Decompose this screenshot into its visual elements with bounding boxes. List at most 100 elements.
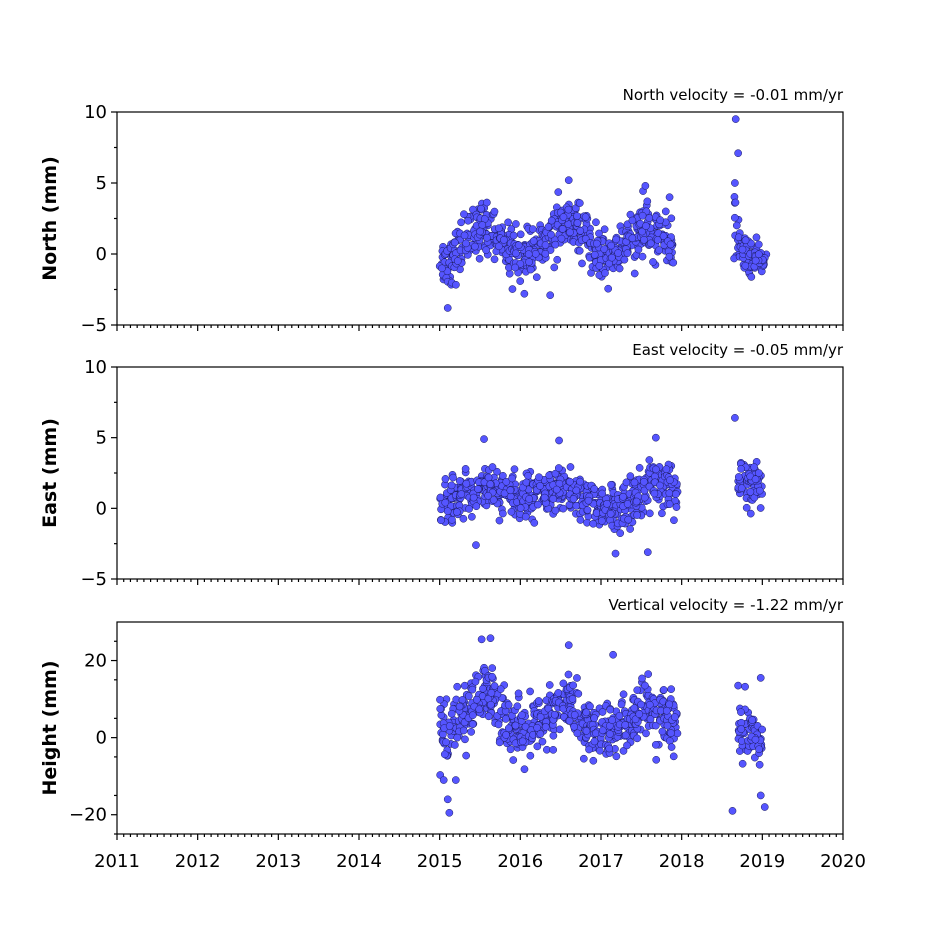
north-point — [623, 249, 632, 258]
height-point — [459, 726, 468, 735]
height-point — [526, 687, 534, 696]
north-point — [665, 252, 674, 261]
east-point — [480, 435, 488, 443]
east-point — [472, 541, 480, 549]
height-point — [458, 696, 467, 704]
north-point — [640, 235, 648, 244]
height-point — [549, 731, 558, 740]
height-point — [598, 726, 607, 735]
north-point — [608, 253, 616, 262]
north-point — [666, 240, 675, 249]
east-point — [554, 464, 563, 472]
height-point — [559, 679, 568, 688]
north-point — [576, 226, 585, 235]
east-point — [589, 519, 598, 528]
height-point — [472, 695, 481, 704]
north-point — [453, 257, 462, 265]
height-point — [518, 737, 527, 746]
east-point — [489, 496, 498, 504]
height-point — [637, 700, 645, 709]
east-point — [453, 508, 461, 516]
north-point — [595, 229, 603, 238]
height-point — [521, 722, 530, 731]
east-point — [448, 515, 456, 524]
north-point — [592, 239, 601, 248]
east-point — [455, 477, 464, 485]
height-point — [633, 686, 642, 694]
east-point — [652, 465, 660, 474]
height-point — [436, 705, 445, 713]
north-point — [483, 233, 491, 242]
north-point — [604, 284, 613, 293]
x-tick-label: 2013 — [255, 851, 301, 872]
north-point — [600, 245, 609, 253]
height-point — [451, 776, 460, 784]
x-tick-label: 2016 — [497, 851, 543, 872]
east-point — [746, 509, 755, 518]
height-point — [487, 689, 496, 697]
east-point — [626, 525, 634, 533]
north-point — [495, 242, 503, 251]
north-point — [659, 232, 668, 240]
height-point — [667, 685, 676, 694]
north-y-tick-label: −5 — [80, 315, 107, 336]
north-point — [649, 258, 657, 266]
north-point — [475, 254, 484, 263]
north-point — [546, 291, 555, 300]
height-point — [617, 700, 626, 709]
east-point — [576, 516, 585, 524]
height-point — [737, 708, 745, 716]
height-point — [608, 716, 617, 724]
east-data-points — [436, 414, 766, 558]
height-point — [443, 795, 452, 804]
north-point — [630, 269, 639, 278]
height-point — [582, 727, 591, 735]
height-point — [502, 731, 510, 739]
panel-height: −20 0 20 Height (mm) Vertical velocity = -1.… — [39, 596, 844, 840]
height-point — [495, 738, 504, 747]
height-point — [445, 722, 454, 730]
east-point — [640, 493, 649, 502]
east-y-tick-label: −5 — [80, 569, 107, 590]
east-point — [737, 465, 745, 473]
east-point — [624, 515, 633, 524]
east-point — [569, 495, 578, 503]
north-point — [741, 236, 750, 245]
east-point — [755, 486, 764, 495]
north-point — [490, 207, 499, 216]
east-point — [524, 471, 532, 480]
north-point — [641, 181, 650, 190]
height-point — [526, 751, 535, 760]
height-point — [504, 701, 513, 709]
east-point — [662, 465, 671, 474]
x-tick-label: 2011 — [94, 851, 140, 872]
north-point — [553, 255, 562, 264]
east-point — [502, 477, 511, 486]
north-point — [509, 231, 518, 240]
north-point — [628, 234, 637, 243]
north-point — [438, 264, 446, 273]
height-point — [646, 715, 655, 724]
height-point — [605, 744, 614, 753]
east-point — [630, 478, 639, 487]
north-point — [747, 273, 756, 281]
height-point — [479, 684, 487, 693]
north-point — [638, 227, 646, 236]
north-point — [514, 241, 523, 250]
height-point — [549, 746, 558, 754]
east-point — [469, 493, 478, 502]
north-point — [592, 218, 600, 227]
east-point — [640, 477, 648, 486]
east-point — [633, 511, 641, 519]
height-point — [751, 735, 760, 744]
height-point — [644, 670, 653, 678]
north-point — [554, 188, 563, 196]
east-point — [666, 476, 674, 485]
north-point — [646, 239, 655, 248]
height-point — [641, 681, 649, 690]
east-point — [472, 502, 481, 511]
north-point — [494, 224, 503, 233]
x-tick-label: 2019 — [739, 851, 785, 872]
height-data-points — [436, 634, 769, 817]
height-point — [606, 730, 614, 738]
